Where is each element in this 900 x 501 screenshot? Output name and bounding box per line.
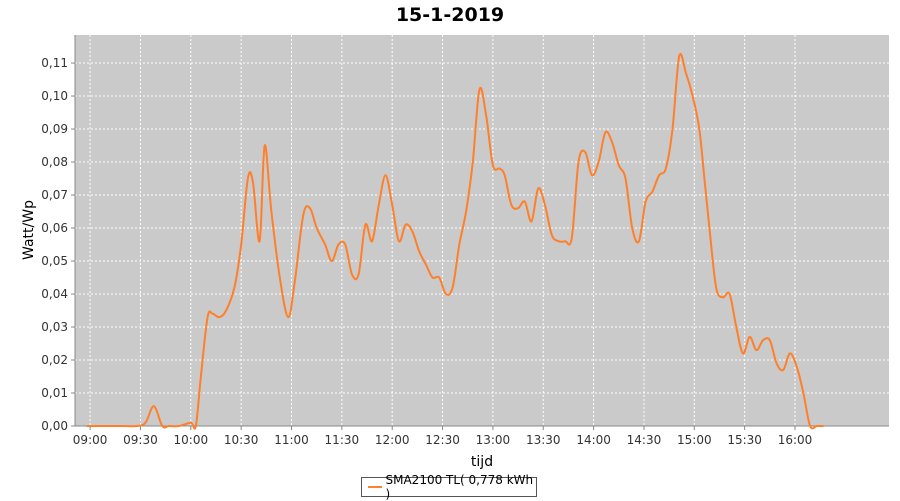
x-axis-label: tijd bbox=[471, 454, 493, 470]
y-ticks: 0,00 0,01 0,02 0,03 0,04 0,05 0,06 0,07 0,08 0,09… bbox=[41, 56, 75, 433]
x-tick-label: 11:30 bbox=[325, 433, 360, 447]
y-axis-label: Watt/Wp bbox=[21, 200, 37, 260]
legend-swatch bbox=[368, 486, 382, 488]
x-tick-label: 14:00 bbox=[576, 433, 611, 447]
legend-label: SMA2100 TL( 0,778 kWh ) bbox=[385, 473, 534, 501]
y-tick-label: 0,06 bbox=[41, 221, 68, 235]
y-tick-label: 0,10 bbox=[41, 89, 68, 103]
x-tick-label: 10:30 bbox=[224, 433, 259, 447]
x-tick-label: 09:30 bbox=[123, 433, 158, 447]
y-tick-label: 0,04 bbox=[41, 287, 68, 301]
x-tick-label: 15:00 bbox=[677, 433, 712, 447]
y-tick-label: 0,00 bbox=[41, 419, 68, 433]
x-tick-label: 16:00 bbox=[778, 433, 813, 447]
x-tick-label: 09:00 bbox=[73, 433, 108, 447]
x-tick-label: 10:00 bbox=[174, 433, 209, 447]
y-tick-label: 0,03 bbox=[41, 320, 68, 334]
x-tick-label: 14:30 bbox=[627, 433, 662, 447]
x-tick-label: 12:30 bbox=[425, 433, 460, 447]
series-layer bbox=[86, 53, 824, 430]
y-tick-label: 0,07 bbox=[41, 188, 68, 202]
y-tick-label: 0,05 bbox=[41, 254, 68, 268]
x-tick-label: 13:30 bbox=[526, 433, 561, 447]
legend: SMA2100 TL( 0,778 kWh ) bbox=[361, 473, 537, 501]
series-line bbox=[86, 53, 824, 430]
x-tick-label: 15:30 bbox=[727, 433, 762, 447]
axes bbox=[74, 35, 889, 427]
y-tick-label: 0,11 bbox=[41, 56, 68, 70]
x-tick-label: 11:00 bbox=[274, 433, 309, 447]
plot-background bbox=[75, 35, 889, 426]
y-tick-label: 0,01 bbox=[41, 386, 68, 400]
y-tick-label: 0,08 bbox=[41, 155, 68, 169]
x-ticks: 09:00 09:30 10:00 10:30 11:00 11:30 12:00 12:30… bbox=[73, 426, 813, 447]
x-tick-label: 13:00 bbox=[476, 433, 511, 447]
x-tick-label: 12:00 bbox=[375, 433, 410, 447]
y-tick-label: 0,09 bbox=[41, 122, 68, 136]
chart-title: 15-1-2019 bbox=[395, 4, 505, 26]
y-tick-label: 0,02 bbox=[41, 353, 68, 367]
